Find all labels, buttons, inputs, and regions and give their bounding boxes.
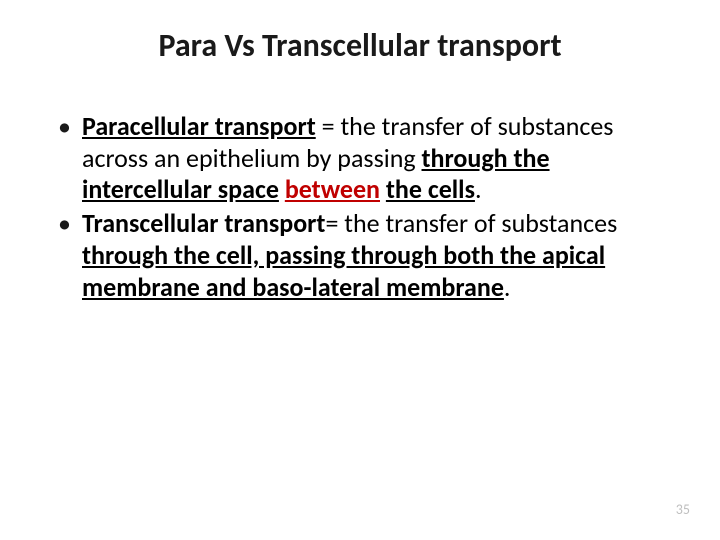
text-span: . bbox=[504, 271, 511, 303]
bullet-list: Paracellular transport = the transfer of… bbox=[50, 111, 670, 303]
text-span: the cells bbox=[386, 173, 475, 205]
bullet-item: Paracellular transport = the transfer of… bbox=[56, 111, 670, 206]
text-span: . bbox=[475, 173, 482, 205]
text-span: between bbox=[285, 173, 380, 205]
text-span: Paracellular transport bbox=[82, 110, 316, 142]
text-span: Transcellular transport bbox=[82, 207, 325, 239]
text-span: through the cell, passing through both t… bbox=[82, 239, 605, 303]
page-number: 35 bbox=[676, 501, 690, 518]
slide-title: Para Vs Transcellular transport bbox=[50, 26, 670, 65]
text-span: = the transfer of substances bbox=[325, 207, 617, 239]
bullet-item: Transcellular transport= the transfer of… bbox=[56, 208, 670, 303]
slide: Para Vs Transcellular transport Paracell… bbox=[0, 0, 720, 540]
